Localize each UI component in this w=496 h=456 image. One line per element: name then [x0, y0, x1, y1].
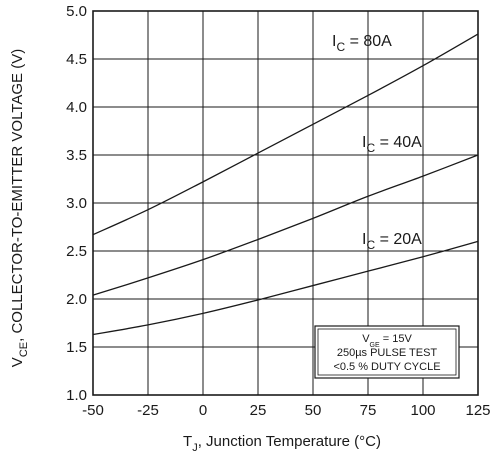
x-tick-label: 25 [250, 402, 267, 419]
y-tick-label: 4.0 [66, 99, 87, 116]
y-tick-label: 2.0 [66, 291, 87, 308]
y-tick-label: 1.5 [66, 339, 87, 356]
plot-border [92, 10, 479, 396]
series-line-3 [92, 240, 479, 336]
series-line-2 [92, 154, 479, 296]
x-tick-label: 0 [199, 402, 207, 419]
series-line-1 [92, 33, 479, 236]
labels: -50 -25 0 25 50 75 100 125 1.0 1.5 2.0 2.5 3.0 3.5 4.0… [9, 3, 491, 454]
y-tick-label: 1.0 [66, 387, 87, 404]
test-condition-line: 250µs PULSE TEST [337, 347, 438, 359]
plot-frame [92, 10, 479, 396]
test-condition-line: VGE = 15V [362, 333, 412, 349]
series-label-2: IC = 40A [362, 134, 422, 155]
x-tick-label: 125 [465, 402, 490, 419]
y-tick-label: 5.0 [66, 3, 87, 20]
x-tick-label: 100 [410, 402, 435, 419]
grid [93, 11, 478, 395]
test-conditions-box-inner [317, 328, 457, 376]
series-lines [92, 33, 479, 336]
test-condition-line: <0.5 % DUTY CYCLE [333, 361, 440, 373]
x-tick-label: -50 [82, 402, 104, 419]
series-label-1: IC = 80A [332, 33, 392, 54]
y-tick-label: 3.5 [66, 147, 87, 164]
y-tick-label: 4.5 [66, 51, 87, 68]
x-tick-label: 75 [360, 402, 377, 419]
x-tick-label: -25 [137, 402, 159, 419]
x-axis-title: TJ, Junction Temperature (°C) [183, 433, 381, 454]
x-tick-label: 50 [305, 402, 322, 419]
test-conditions-box [314, 325, 460, 379]
y-tick-label: 3.0 [66, 195, 87, 212]
y-axis-title: VCE, COLLECTOR-TO-EMITTER VOLTAGE (V) [9, 49, 30, 367]
series-label-3: IC = 20A [362, 231, 422, 252]
y-tick-label: 2.5 [66, 243, 87, 260]
